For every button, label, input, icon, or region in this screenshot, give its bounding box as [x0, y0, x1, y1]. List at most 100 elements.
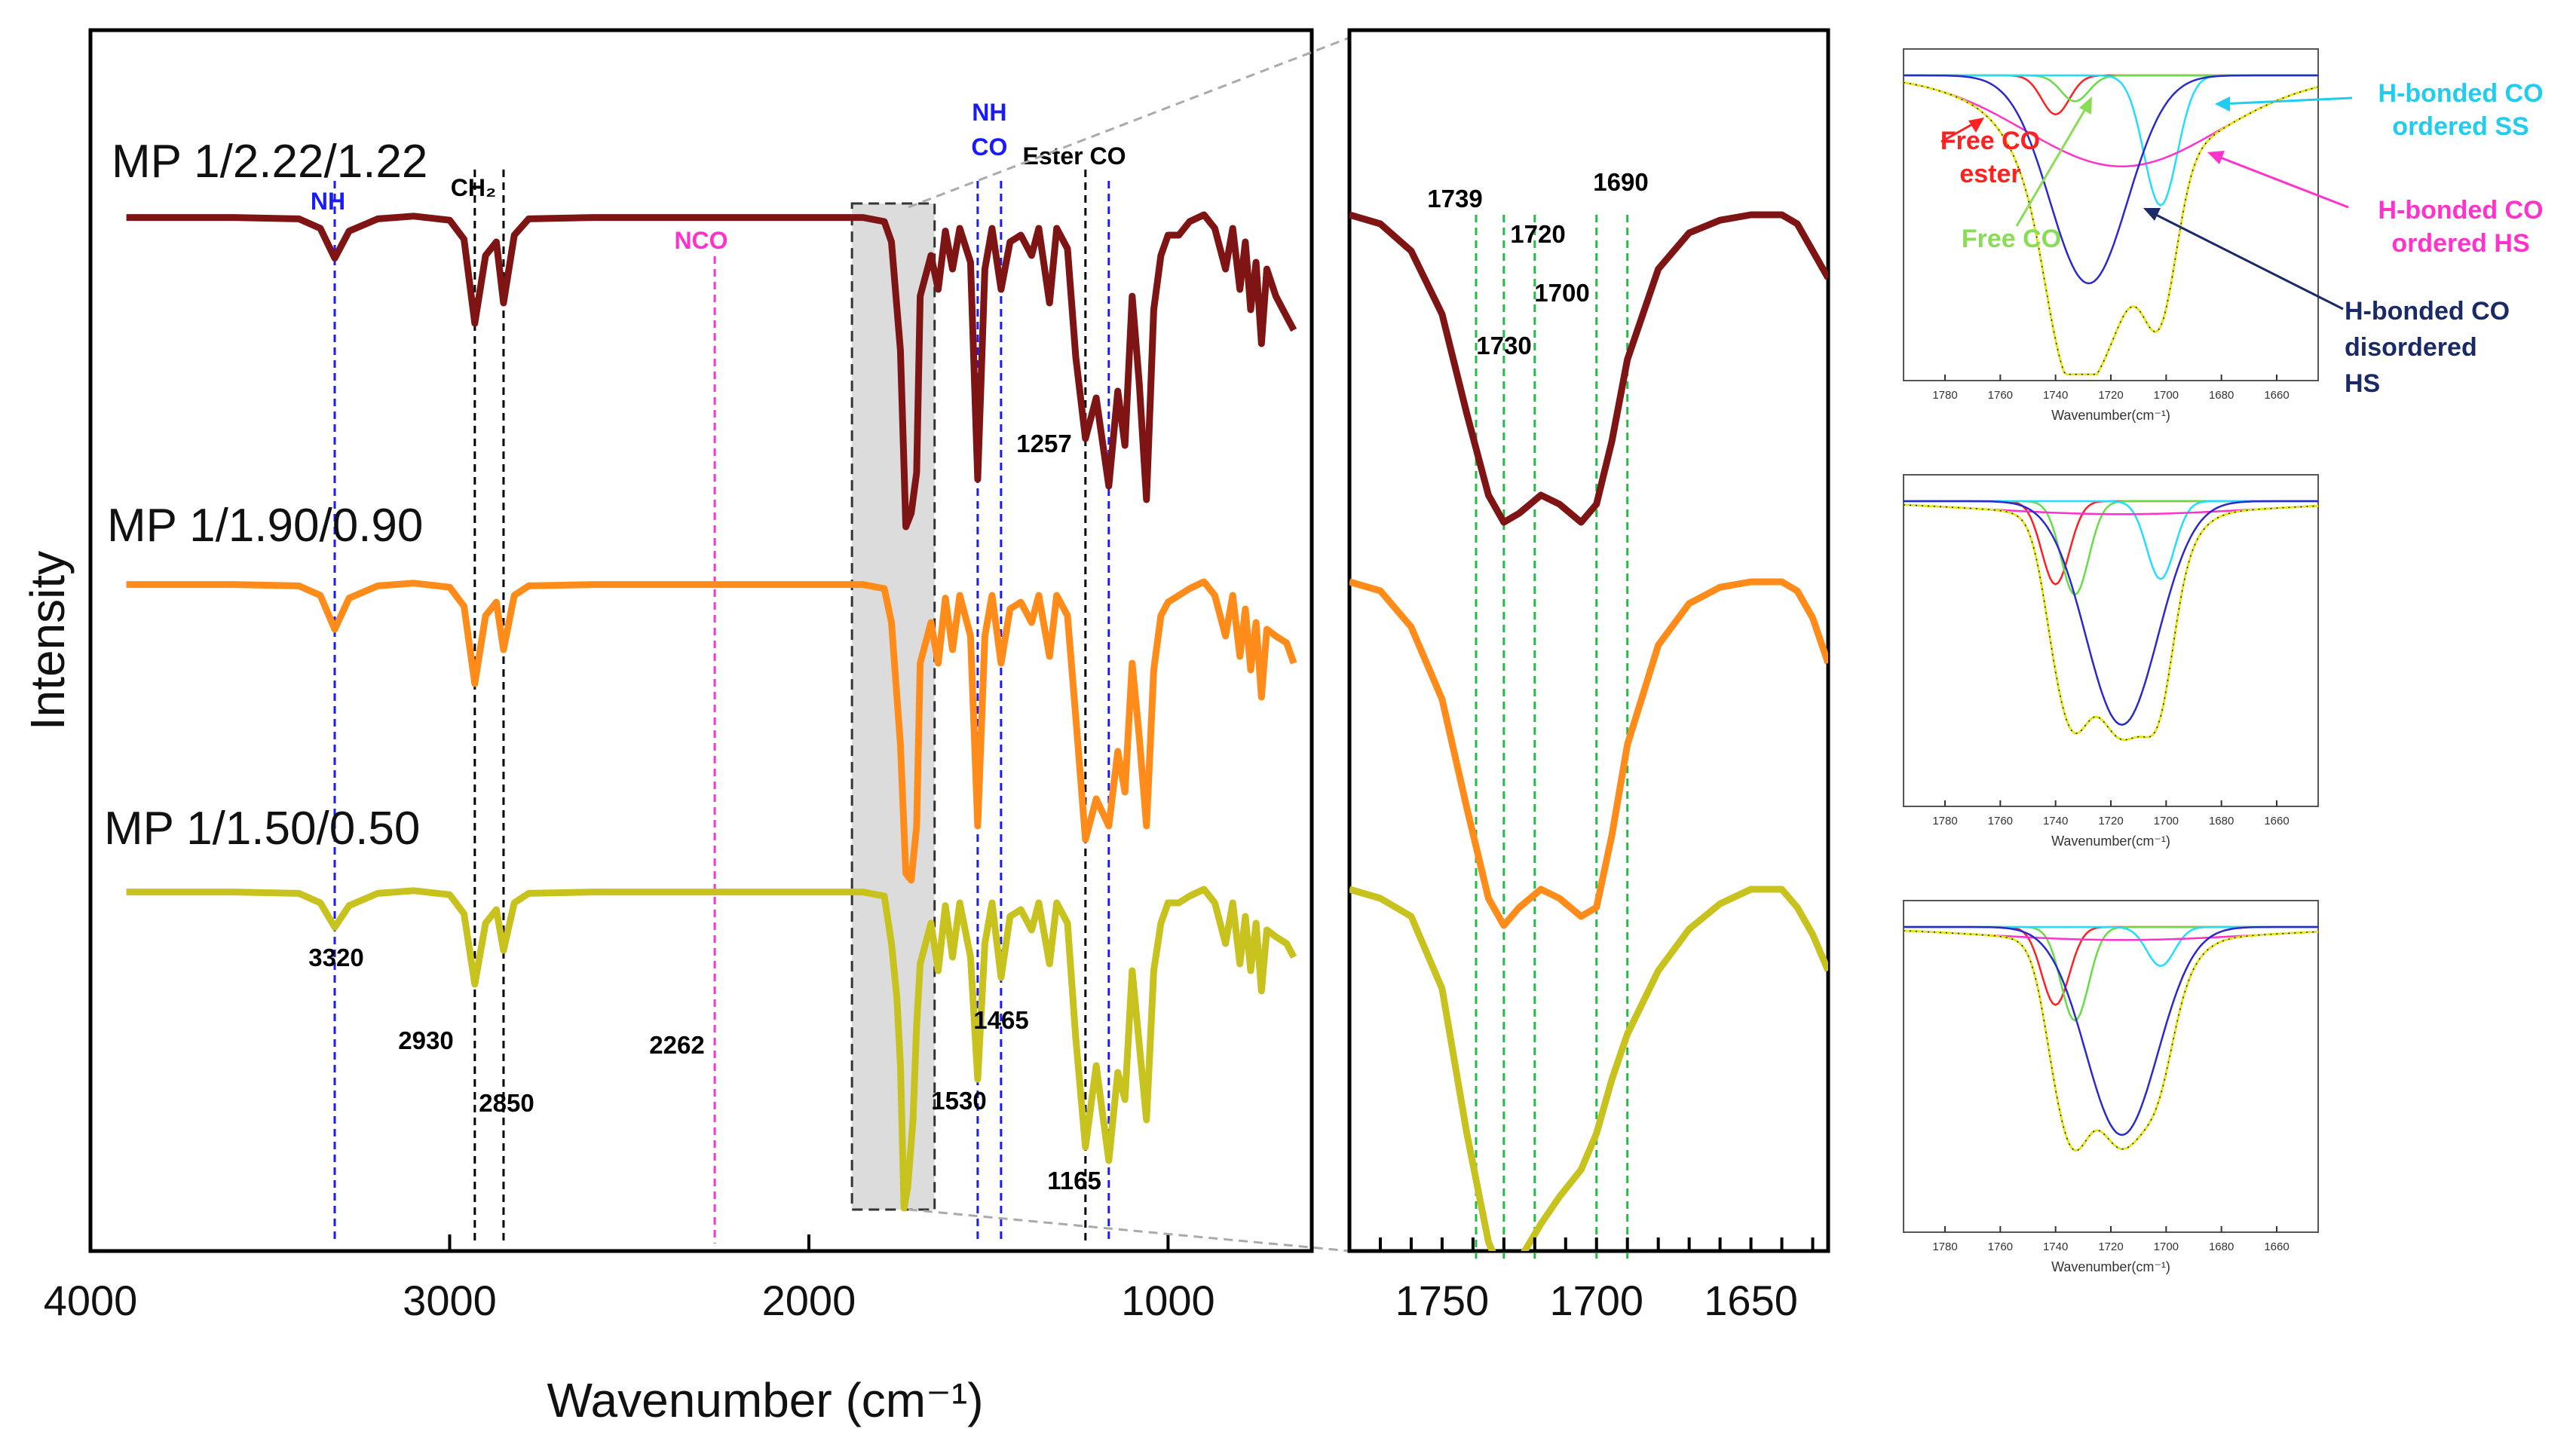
ref-label-nco: NCO	[674, 227, 727, 254]
inset-tick-label-1680: 1680	[2209, 1240, 2234, 1253]
zoom-peak-1730: 1730	[1476, 332, 1531, 359]
inset-tick-label-1780: 1780	[1932, 389, 1957, 402]
zoom-peak-1700: 1700	[1534, 279, 1589, 307]
component-hbonded_disordered_hs	[1904, 74, 2318, 285]
spectrum-line-3	[126, 886, 1297, 1212]
inset-tick-label-1720: 1720	[2098, 815, 2123, 827]
arrowhead-disordered-hs	[2143, 208, 2161, 221]
arrowhead-free-co-ester	[1968, 118, 1984, 133]
fit-envelope	[1903, 503, 2319, 742]
deconvolution-legend: H-bonded CO ordered SS Free CO ester H-bon…	[1940, 79, 2544, 398]
inset-tick-label-1660: 1660	[2264, 1240, 2289, 1253]
ref-label-nh-co: NH CO	[971, 99, 1007, 161]
zoom-peak-1739: 1739	[1427, 185, 1482, 213]
ref-label-ch2: CH₂	[451, 174, 496, 201]
zoom-peak-1720: 1720	[1510, 220, 1565, 248]
peak-label-1530: 1530	[931, 1087, 986, 1115]
x-tick-label-1000: 1000	[1121, 1277, 1215, 1324]
zoom-connector-bottom	[908, 1208, 1350, 1253]
inset-tick-label-1680: 1680	[2209, 389, 2234, 402]
zoom-spectrum-line-3	[1349, 886, 1828, 1251]
inset-tick-label-1740: 1740	[2043, 389, 2068, 402]
inset-tick-label-1700: 1700	[2154, 1240, 2179, 1253]
legend-ordered-ss: H-bonded CO ordered SS	[2378, 79, 2543, 141]
main-plot-frame	[88, 28, 1314, 1253]
ref-label-nh: NH	[311, 188, 345, 215]
component-hbonded_disordered_hs	[1904, 500, 2318, 726]
spectra-lines	[126, 211, 1297, 1212]
inset-frame	[1903, 900, 2319, 1233]
peak-label-3320: 3320	[308, 944, 363, 971]
arrowhead-ordered-ss	[2215, 96, 2230, 112]
legend-ordered-hs: H-bonded CO ordered HS	[2378, 196, 2543, 258]
zoom-x-tick-label-1750: 1750	[1395, 1277, 1490, 1324]
fit-envelope	[1903, 929, 2319, 1152]
inset-tick-label-1680: 1680	[2209, 815, 2234, 827]
deconvolution-insets: 1780 1760 1740 1720 1700 1680 1660 Wavenumber(c…	[1903, 48, 2319, 1274]
peak-label-1257: 1257	[1016, 430, 1071, 457]
inset-tick-label-1700: 1700	[2154, 815, 2179, 827]
arrow-free-co	[2015, 103, 2090, 227]
inset-frame	[1903, 48, 2319, 381]
inset-tick-label-1780: 1780	[1932, 815, 1957, 827]
x-axis-ticks: 4000 3000 2000 1000	[44, 1234, 1215, 1324]
inset-tick-label-1720: 1720	[2098, 1240, 2123, 1253]
zoom-peak-1690: 1690	[1593, 168, 1648, 196]
zoom-spectrum-line-1	[1349, 211, 1828, 526]
arrow-ordered-hs	[2212, 153, 2349, 209]
spectrum-line-1	[126, 211, 1297, 531]
inset-tick-label-1760: 1760	[1988, 389, 2013, 402]
inset-tick-label-1720: 1720	[2098, 389, 2123, 402]
arrow-disordered-hs	[2148, 210, 2344, 310]
ref-label-ester-co: Ester CO	[1023, 142, 1126, 170]
inset-tick-label-1740: 1740	[2043, 1240, 2068, 1253]
deconvolution-inset-1: 1780 1760 1740 1720 1700 1680 1660 Wavenumber(c…	[1903, 48, 2319, 423]
inset-tick-label-1660: 1660	[2264, 815, 2289, 827]
zoom-connector-top	[908, 36, 1350, 209]
zoom-spectra-lines	[1349, 211, 1828, 1251]
zoom-x-tick-label-1700: 1700	[1549, 1277, 1643, 1324]
inset-tick-label-1700: 1700	[2154, 389, 2179, 402]
y-axis-label: Intensity	[20, 551, 75, 730]
carbonyl-zoom-panel: 1750 1700 1650 1739 1730 1720 1700 1690	[1347, 28, 1830, 1324]
inset-tick-label-1760: 1760	[1988, 815, 2013, 827]
zoom-plot-frame	[1347, 28, 1830, 1253]
inset-tick-label-1760: 1760	[1988, 1240, 2013, 1253]
spectrum-line-2	[126, 578, 1297, 884]
x-axis-label: Wavenumber (cm⁻¹)	[547, 1373, 983, 1427]
inset-tick-label-1780: 1780	[1932, 1240, 1957, 1253]
series-label-2: MP 1/1.90/0.90	[107, 500, 423, 552]
series-label-1: MP 1/2.22/1.22	[112, 136, 427, 188]
series-label-3: MP 1/1.50/0.50	[104, 803, 420, 855]
reference-lines	[333, 170, 1110, 1243]
inset-frame	[1903, 474, 2319, 807]
peak-label-2850: 2850	[479, 1089, 534, 1117]
peak-label-2930: 2930	[398, 1026, 453, 1054]
inset-tick-label-1660: 1660	[2264, 389, 2289, 402]
main-spectra-panel: 4000 3000 2000 1000 MP 1/2.22/1.22 MP 1/1.9…	[20, 28, 1314, 1427]
arrowhead-free-co	[2079, 96, 2092, 115]
deconvolution-inset-3: 1780 1760 1740 1720 1700 1680 1660 Wavenumber(c…	[1903, 900, 2319, 1274]
x-tick-label-3000: 3000	[403, 1277, 497, 1324]
legend-free-co-ester: Free CO ester	[1940, 127, 2040, 188]
zoom-spectrum-line-2	[1349, 578, 1828, 929]
deconvolution-inset-2: 1780 1760 1740 1720 1700 1680 1660 Wavenumber(c…	[1903, 474, 2319, 849]
x-tick-label-4000: 4000	[44, 1277, 138, 1324]
arrow-ordered-ss	[2219, 96, 2353, 106]
peak-label-1165: 1165	[1047, 1167, 1101, 1195]
peak-label-1465: 1465	[973, 1006, 1028, 1034]
measured-data	[1903, 81, 2319, 375]
zoom-reference-lines	[1475, 215, 1629, 1259]
component-hbonded_disordered_hs	[1904, 925, 2318, 1136]
peak-label-2262: 2262	[649, 1031, 704, 1059]
inset-x-axis-label: Wavenumber(cm⁻¹)	[2051, 408, 2170, 423]
inset-x-axis-label: Wavenumber(cm⁻¹)	[2051, 1259, 2170, 1274]
x-tick-label-2000: 2000	[762, 1277, 856, 1324]
legend-disordered-hs: H-bonded CO disordered HS	[2345, 297, 2510, 398]
zoom-x-tick-label-1650: 1650	[1704, 1277, 1798, 1324]
inset-x-axis-label: Wavenumber(cm⁻¹)	[2051, 834, 2170, 849]
arrowhead-ordered-hs	[2207, 151, 2225, 164]
legend-free-co: Free CO	[1962, 225, 2061, 253]
zoom-x-axis-ticks: 1750 1700 1650	[1348, 1237, 1815, 1324]
